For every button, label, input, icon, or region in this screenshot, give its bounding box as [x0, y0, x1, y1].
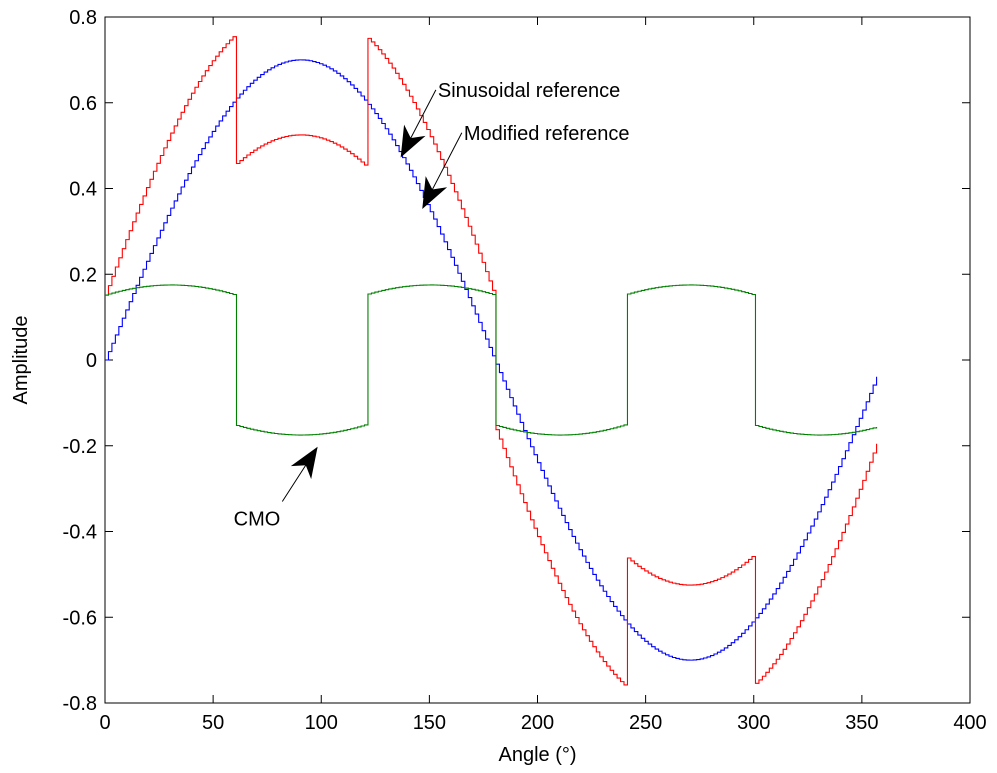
- series-line-0: [105, 59, 878, 661]
- y-tick-label: 0.8: [69, 7, 97, 29]
- series-line-1: [105, 36, 878, 686]
- x-tick-label: 100: [305, 712, 338, 734]
- y-tick-label: 0: [86, 350, 97, 372]
- axis-ticks: 0 50 100 150 200 250 300 350 400 -0.8 -0.6 -0.4 -0.2…: [63, 7, 987, 734]
- y-tick-label: -0.8: [63, 693, 97, 715]
- series-layer: [105, 36, 878, 686]
- x-tick-label: 300: [737, 712, 770, 734]
- annotation-label: Modified reference: [464, 123, 630, 145]
- x-tick-label: 250: [629, 712, 662, 734]
- series-line-2: [105, 284, 878, 436]
- x-tick-label: 400: [953, 712, 986, 734]
- annotation-layer: Sinusoidal reference Modified reference CM…: [234, 80, 630, 531]
- y-tick-label: 0.6: [69, 93, 97, 115]
- annotation-arrowhead: [400, 124, 426, 158]
- y-tick-label: 0.4: [69, 179, 97, 201]
- y-tick-label: 0.2: [69, 264, 97, 286]
- x-tick-label: 150: [413, 712, 446, 734]
- x-tick-label: 200: [521, 712, 554, 734]
- annotation-arrowhead: [290, 446, 318, 480]
- annotation-arrowhead: [422, 176, 448, 210]
- x-tick-label: 50: [202, 712, 224, 734]
- x-tick-label: 0: [99, 712, 110, 734]
- y-tick-label: -0.6: [63, 607, 97, 629]
- x-axis-label: Angle (°): [498, 744, 576, 766]
- annotation-label: Sinusoidal reference: [438, 80, 620, 102]
- y-tick-label: -0.2: [63, 436, 97, 458]
- plot-area: [104, 16, 971, 704]
- annotation-label: CMO: [234, 509, 281, 531]
- x-tick-label: 350: [845, 712, 878, 734]
- y-tick-label: -0.4: [63, 522, 97, 544]
- y-axis-label: Amplitude: [10, 316, 32, 405]
